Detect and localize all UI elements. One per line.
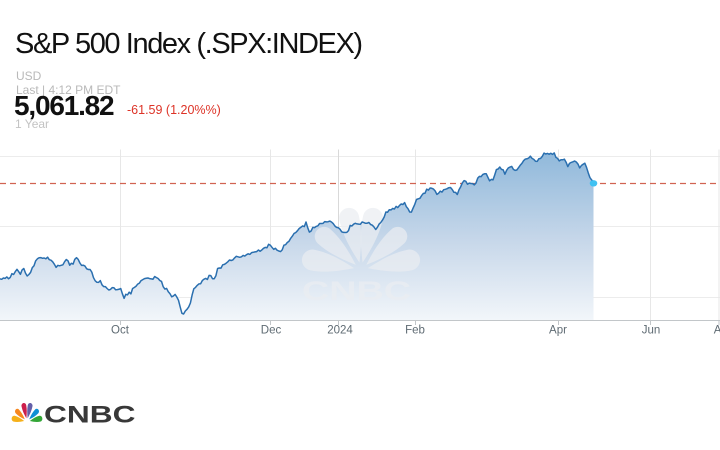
svg-text:2024: 2024 [327,325,353,337]
svg-text:Oct: Oct [111,325,130,337]
svg-text:Feb: Feb [405,325,425,337]
svg-text:CNBC: CNBC [302,275,411,305]
svg-text:Jun: Jun [642,325,661,337]
svg-text:CNBC: CNBC [44,401,135,427]
svg-text:Apr: Apr [549,325,567,337]
svg-text:Aug: Aug [714,325,720,337]
svg-text:Dec: Dec [261,325,282,337]
